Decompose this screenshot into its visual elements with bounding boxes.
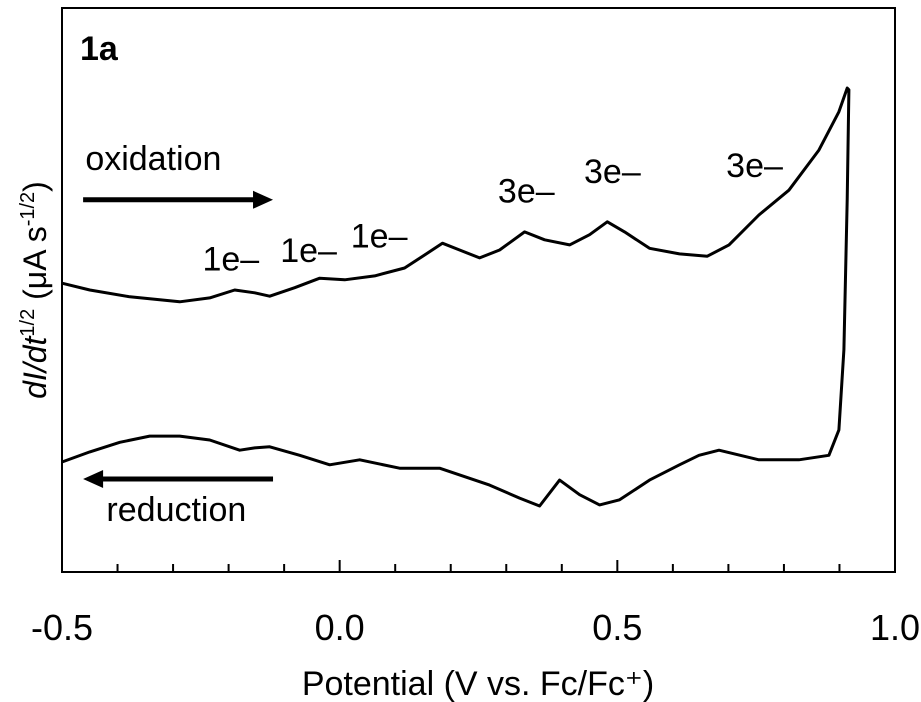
plot-frame: [61, 7, 896, 573]
y-label-part: -1/2: [17, 192, 39, 226]
data-line: [61, 86, 851, 508]
annotation: 1e–: [202, 240, 259, 278]
annotation: 3e–: [498, 173, 555, 211]
y-axis-label: dI/dt1/2 (μA s-1/2): [17, 181, 53, 399]
arrow-head: [83, 469, 104, 488]
x-tick-label: 1.0: [870, 607, 920, 648]
panel-label: 1a: [80, 30, 119, 68]
x-tick-label: 0.0: [315, 607, 365, 648]
annotation: 3e–: [726, 147, 783, 185]
annotation: reduction: [106, 491, 246, 529]
x-axis-label: Potential (V vs. Fc/Fc⁺): [302, 665, 654, 702]
x-tick-label: 0.5: [592, 607, 642, 648]
annotation: 3e–: [584, 153, 641, 191]
y-label-part: dI/dt: [17, 335, 53, 398]
annotation: oxidation: [85, 140, 221, 178]
y-label-part: ): [17, 181, 53, 192]
annotation: 1e–: [280, 232, 337, 270]
arrow-head: [253, 190, 274, 209]
y-label-part: 1/2: [17, 309, 39, 337]
annotation: 1e–: [351, 218, 408, 256]
x-tick-label: -0.5: [31, 607, 93, 648]
y-label-part: (μA s: [17, 226, 53, 308]
